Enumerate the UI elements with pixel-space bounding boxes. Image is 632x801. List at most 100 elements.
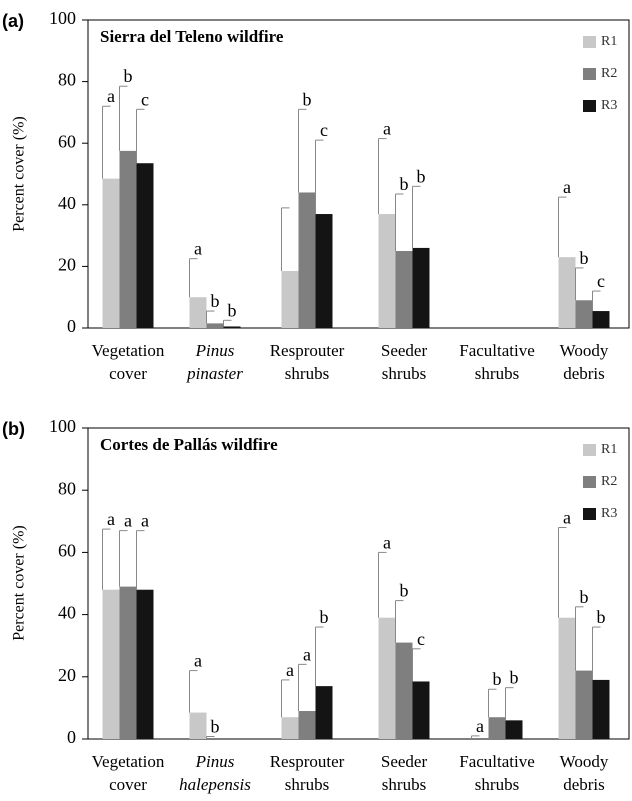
category-label: shrubs <box>382 775 426 794</box>
panel-letter: (a) <box>2 11 24 31</box>
significance-letter: b <box>580 587 589 607</box>
bar-r3 <box>315 214 333 328</box>
category-label: debris <box>563 364 605 383</box>
bar-r1 <box>281 717 299 739</box>
bar-r1 <box>102 589 120 739</box>
bar-r3 <box>136 589 154 739</box>
y-tick-label: 20 <box>58 665 76 685</box>
plot-frame <box>87 427 630 740</box>
category-label: Woody <box>560 752 609 771</box>
bar-r1 <box>378 617 396 739</box>
bar-r2 <box>119 150 137 328</box>
bar-r2 <box>488 717 506 739</box>
category-label: Vegetation <box>92 341 165 360</box>
significance-letter: c <box>320 120 328 140</box>
bar-r3 <box>136 163 154 328</box>
y-axis-label: Percent cover (%) <box>11 116 28 232</box>
significance-letter: b <box>400 174 409 194</box>
significance-letter: a <box>563 508 571 528</box>
bar-r3 <box>412 247 430 328</box>
category-label: cover <box>109 364 147 383</box>
y-tick-label: 100 <box>49 8 76 28</box>
legend-label: R3 <box>601 506 617 521</box>
legend-swatch <box>583 444 596 456</box>
y-tick-label: 60 <box>58 541 76 561</box>
bar-r2 <box>206 323 224 328</box>
category-label: Vegetation <box>92 752 165 771</box>
category-label: Pinus <box>195 341 235 360</box>
bar-r2 <box>119 586 137 739</box>
y-tick-label: 40 <box>58 603 76 623</box>
bar-r1 <box>558 257 576 328</box>
category-label: Woody <box>560 341 609 360</box>
significance-letter: b <box>400 581 409 601</box>
category-label: Resprouter <box>270 341 345 360</box>
significance-letter: b <box>303 89 312 109</box>
significance-letter: a <box>476 716 484 736</box>
bar-r1 <box>378 214 396 328</box>
legend-label: R1 <box>601 34 617 49</box>
legend-label: R2 <box>601 66 617 81</box>
legend-label: R3 <box>601 98 617 113</box>
category-label: pinaster <box>186 364 243 383</box>
bar-r2 <box>575 300 593 328</box>
bar-r3 <box>592 311 610 328</box>
significance-letter: a <box>107 509 115 529</box>
bar-r2 <box>395 251 413 328</box>
bar-r1 <box>189 297 207 328</box>
legend-swatch <box>583 36 596 48</box>
y-tick-label: 0 <box>67 727 76 747</box>
category-label: shrubs <box>475 775 519 794</box>
significance-letter: b <box>417 166 426 186</box>
bar-r2 <box>298 192 316 328</box>
y-tick-label: 0 <box>67 316 76 336</box>
bar-r1 <box>558 617 576 739</box>
significance-letter: a <box>286 660 294 680</box>
category-label: debris <box>563 775 605 794</box>
category-label: shrubs <box>285 364 329 383</box>
category-label: shrubs <box>285 775 329 794</box>
plot-frame <box>87 19 630 329</box>
category-label: Seeder <box>381 752 428 771</box>
significance-letter: a <box>194 651 202 671</box>
significance-letter: b <box>510 668 519 688</box>
significance-letter: a <box>303 644 311 664</box>
panel-b: (b) 0 20 40 60 80 100 Percent cover (%) Cortes d… <box>2 416 630 794</box>
chart-title: Sierra del Teleno wildfire <box>100 27 284 46</box>
significance-letter: b <box>320 607 329 627</box>
significance-letter: a <box>563 177 571 197</box>
category-label: Seeder <box>381 341 428 360</box>
y-tick-label: 40 <box>58 193 76 213</box>
significance-letter: b <box>211 717 220 737</box>
category-label: cover <box>109 775 147 794</box>
significance-letter: b <box>493 669 502 689</box>
legend-label: R1 <box>601 442 617 457</box>
bar-r1 <box>189 712 207 739</box>
category-label: shrubs <box>382 364 426 383</box>
bar-r3 <box>315 686 333 739</box>
category-label: Resprouter <box>270 752 345 771</box>
significance-letter: b <box>124 66 133 86</box>
category-label: shrubs <box>475 364 519 383</box>
y-axis-label: Percent cover (%) <box>11 525 28 641</box>
legend-swatch <box>583 476 596 488</box>
y-tick-label: 80 <box>58 478 76 498</box>
significance-letter: a <box>194 239 202 259</box>
legend-swatch <box>583 68 596 80</box>
bar-r3 <box>223 326 241 328</box>
legend-swatch <box>583 508 596 520</box>
category-label: Pinus <box>195 752 235 771</box>
significance-letter: b <box>228 300 237 320</box>
bar-r1 <box>281 271 299 328</box>
significance-letter: a <box>383 119 391 139</box>
significance-letter: a <box>141 511 149 531</box>
category-label: Facultative <box>459 341 535 360</box>
bar-r3 <box>412 681 430 739</box>
legend-label: R2 <box>601 474 617 489</box>
bar-r1 <box>102 178 120 328</box>
bar-r3 <box>505 720 523 739</box>
chart-title: Cortes de Pallás wildfire <box>100 435 278 454</box>
legend-swatch <box>583 100 596 112</box>
y-tick-label: 100 <box>49 416 76 436</box>
